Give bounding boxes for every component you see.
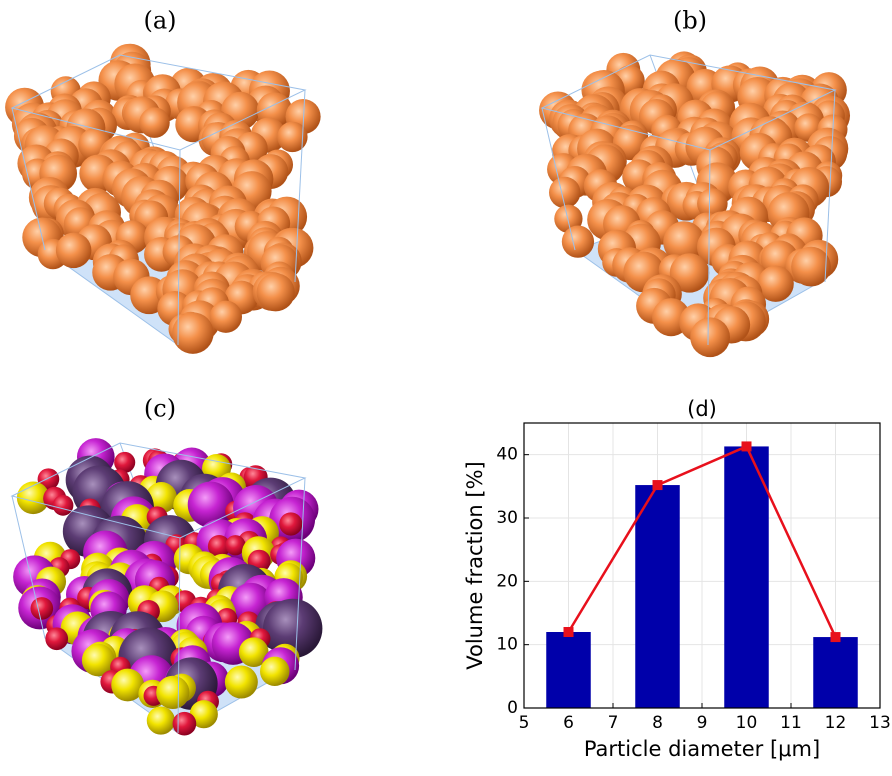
particle-render — [12, 438, 322, 735]
particle — [56, 233, 91, 268]
particle — [53, 495, 74, 516]
particle — [279, 512, 302, 535]
x-axis-label: Particle diameter [μm] — [584, 737, 820, 761]
x-tick-label: 9 — [697, 713, 708, 733]
particle-render — [539, 51, 850, 357]
particle — [156, 676, 189, 709]
x-tick-label: 7 — [608, 713, 619, 733]
particle — [139, 107, 170, 138]
bar — [724, 446, 769, 708]
bar — [546, 632, 591, 708]
particle — [173, 712, 197, 736]
x-tick-label: 8 — [652, 713, 663, 733]
marker — [653, 480, 663, 490]
particle — [257, 273, 295, 311]
particle — [30, 597, 53, 620]
x-tick-label: 13 — [869, 713, 891, 733]
x-tick-label: 10 — [736, 713, 758, 733]
panel-label: (c) — [144, 395, 176, 423]
panel-label: (a) — [143, 7, 176, 35]
y-axis-label: Volume fraction [%] — [463, 461, 487, 669]
particle — [45, 627, 68, 650]
y-tick-label: 20 — [496, 571, 518, 591]
particle — [260, 657, 289, 686]
renders — [5, 44, 850, 736]
panel-label: (b) — [673, 7, 707, 35]
bar — [635, 485, 680, 708]
particle — [549, 177, 580, 208]
marker — [564, 627, 574, 637]
y-tick-label: 0 — [507, 698, 518, 718]
y-tick-label: 30 — [496, 508, 518, 528]
chart: (d) 0 10 20 30 40 5 6 7 8 9 10 11 12 13 Particle diame… — [463, 397, 891, 761]
bar — [813, 637, 858, 708]
particle — [562, 226, 594, 258]
particle — [147, 706, 175, 734]
x-tick-label: 11 — [780, 713, 802, 733]
chart-title: (d) — [687, 397, 717, 421]
particle-render — [5, 44, 321, 354]
marker — [831, 632, 841, 642]
particle — [210, 301, 242, 333]
x-tick-label: 12 — [825, 713, 847, 733]
figure: (a) (b) (c) (d) 0 10 20 30 40 5 6 7 8 9 10 11 12 13 Pa… — [0, 0, 892, 776]
particle — [225, 666, 258, 699]
y-tick-label: 40 — [496, 445, 518, 465]
y-tick-label: 10 — [496, 635, 518, 655]
x-tick-label: 6 — [563, 713, 574, 733]
particle — [690, 317, 730, 357]
x-tick-label: 5 — [519, 713, 530, 733]
marker — [742, 441, 752, 451]
